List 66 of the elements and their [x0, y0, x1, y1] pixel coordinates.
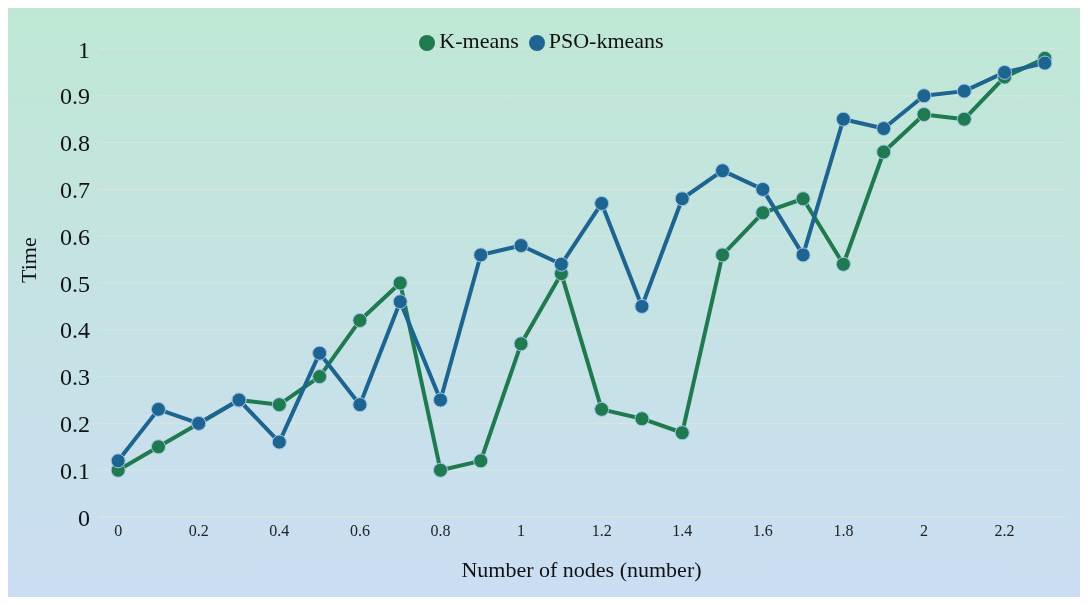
x-tick-label: 0 [114, 522, 123, 540]
point [271, 397, 287, 413]
point [795, 191, 811, 207]
point [674, 425, 690, 441]
point [876, 121, 892, 137]
point [513, 336, 529, 352]
x-tick-label: 0.2 [188, 522, 209, 540]
x-tick-label: 1.8 [833, 522, 854, 540]
point [473, 453, 489, 469]
y-tick-label: 0.3 [60, 364, 90, 391]
point [594, 195, 610, 211]
y-tick-label: 0.5 [60, 270, 90, 297]
point [513, 238, 529, 254]
point [150, 439, 166, 455]
x-tick-label: 1.6 [752, 522, 773, 540]
point [352, 312, 368, 328]
y-tick-label: 0.8 [60, 130, 90, 157]
point [634, 298, 650, 314]
y-tick-label: 0.2 [60, 410, 90, 437]
x-tick-label: 0.6 [349, 522, 370, 540]
legend-label: PSO-kmeans [548, 28, 664, 53]
point [755, 205, 771, 221]
x-axis-title: Number of nodes (number) [461, 557, 702, 582]
point [876, 144, 892, 160]
y-tick-label: 0.9 [60, 83, 90, 110]
x-tick-label: 1 [517, 522, 526, 540]
point [594, 401, 610, 417]
y-tick-label: 0.4 [60, 317, 90, 344]
y-axis-title: Time [15, 237, 41, 283]
legend-label: K-means [439, 28, 519, 53]
point [312, 369, 328, 385]
point [352, 397, 368, 413]
x-tick-label: 1.2 [591, 522, 612, 540]
point [715, 163, 731, 179]
point [795, 247, 811, 263]
point [997, 64, 1013, 80]
point [150, 401, 166, 417]
y-tick-label: 0.1 [60, 457, 90, 484]
x-tick-label: 2 [919, 522, 928, 540]
point [916, 107, 932, 123]
point [392, 275, 408, 291]
point [956, 83, 972, 99]
point [392, 294, 408, 310]
point [835, 256, 851, 272]
point [956, 111, 972, 127]
x-tick-label: 1.4 [672, 522, 693, 540]
point [674, 191, 690, 207]
x-tick-label: 0.4 [269, 522, 290, 540]
x-tick-label: 0.8 [430, 522, 451, 540]
point [110, 453, 126, 469]
point [1037, 55, 1053, 71]
y-tick-label: 0.6 [60, 223, 90, 250]
point [715, 247, 731, 263]
point [271, 434, 287, 450]
point [634, 411, 650, 427]
point [473, 247, 489, 263]
point [553, 256, 569, 272]
point [916, 88, 932, 104]
point [755, 181, 771, 197]
y-tick-label: 1 [78, 36, 90, 63]
point [312, 345, 328, 361]
point [432, 462, 448, 478]
x-tick-label: 2.2 [994, 522, 1015, 540]
y-tick-label: 0.7 [60, 176, 90, 203]
point [835, 111, 851, 127]
point [432, 392, 448, 408]
